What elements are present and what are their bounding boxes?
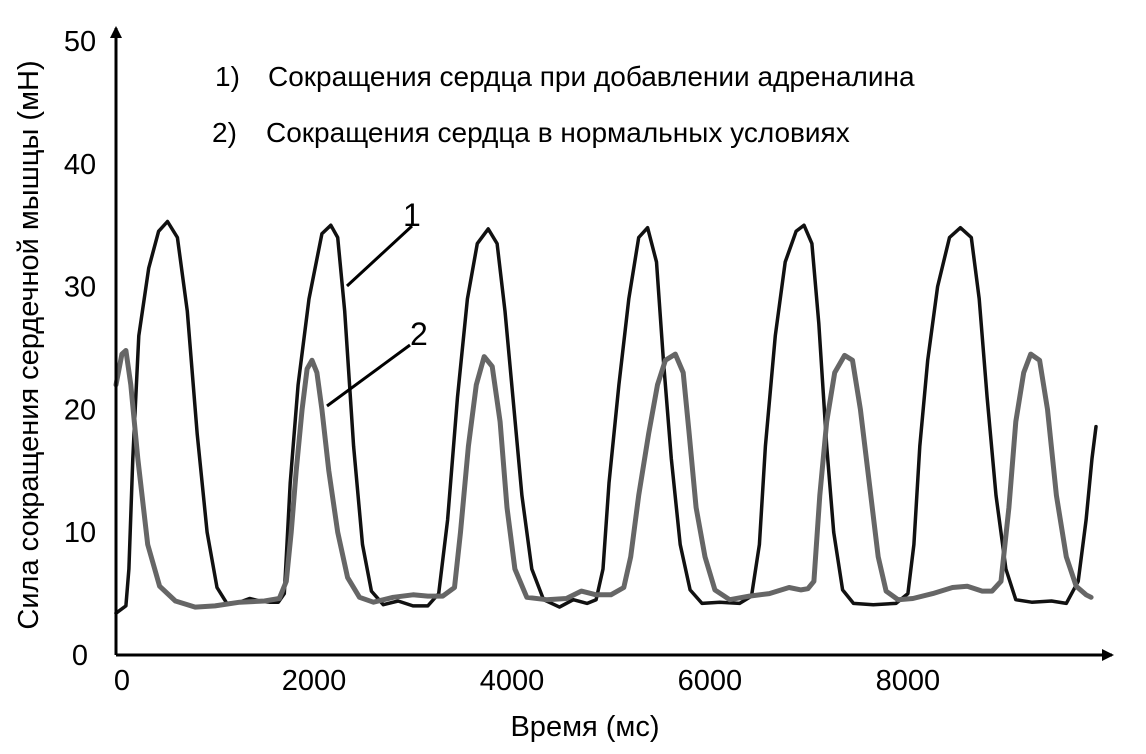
x-tick-label: 4000 <box>480 665 545 697</box>
callout-line-2 <box>326 343 411 408</box>
y-tick-label: 10 <box>64 517 96 549</box>
legend-number-2: 2) <box>212 117 237 148</box>
y-tick-label: 30 <box>64 272 96 304</box>
x-tick-labels: 0 2000 4000 6000 8000 <box>114 665 940 697</box>
x-tick-label: 8000 <box>876 665 941 697</box>
x-tick-label: 2000 <box>282 665 347 697</box>
legend-number-1: 1) <box>215 61 240 92</box>
series-line-1 <box>114 219 1098 615</box>
plot-area <box>113 219 1098 615</box>
callout-label-2: 2 <box>410 316 428 352</box>
legend: 1) Сокращения сердца при добавлении адре… <box>212 61 915 148</box>
series-line-2 <box>113 348 1094 610</box>
y-axis-title: Сила сокращения сердечной мышцы (мН) <box>13 60 45 629</box>
y-tick-labels: 0 10 20 30 40 50 <box>64 26 96 672</box>
callout-line-1 <box>345 224 414 288</box>
legend-label-2: Сокращения сердца в нормальных условиях <box>266 117 850 148</box>
x-axis-title: Время (мс) <box>510 711 659 743</box>
x-tick-label: 0 <box>114 665 130 697</box>
callouts: 1 2 <box>326 197 428 408</box>
callout-label-1: 1 <box>403 197 421 233</box>
x-tick-label: 6000 <box>678 665 743 697</box>
y-tick-label: 50 <box>64 26 96 58</box>
y-tick-label: 40 <box>64 149 96 181</box>
legend-label-1: Сокращения сердца при добавлении адренал… <box>268 61 915 92</box>
y-tick-label: 20 <box>64 394 96 426</box>
y-tick-label: 0 <box>72 640 88 672</box>
